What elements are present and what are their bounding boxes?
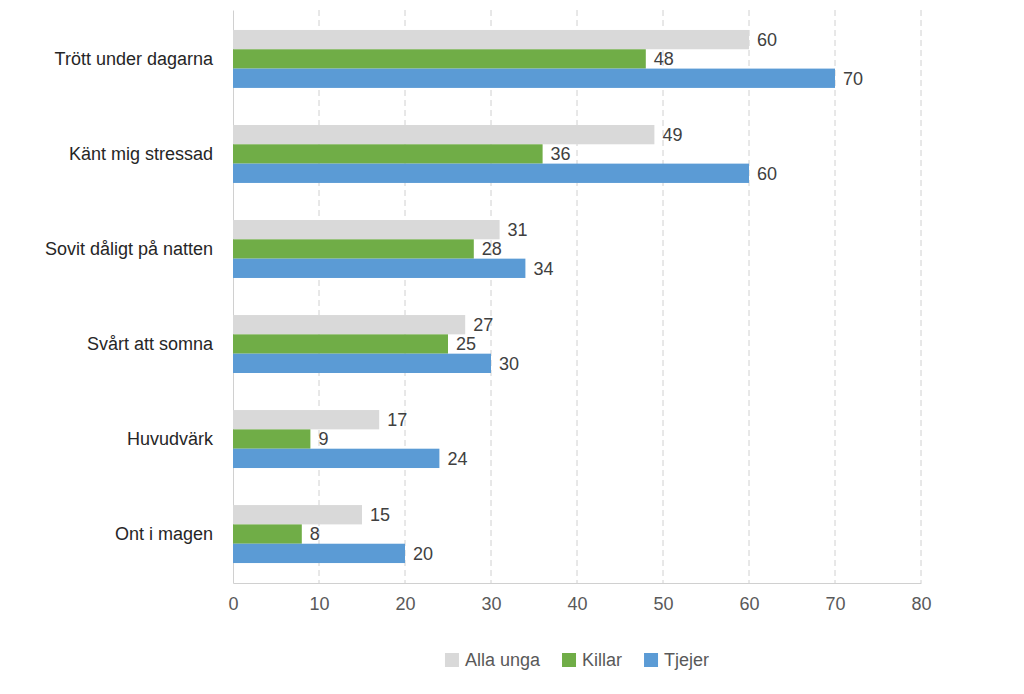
data-label: 49 — [662, 125, 682, 145]
x-axis: 0 10 20 30 40 50 60 70 80 — [228, 583, 931, 614]
category-label: Känt mig stressad — [69, 144, 213, 164]
bar — [233, 239, 474, 258]
bar — [233, 429, 310, 448]
legend-item: Tjejer — [644, 650, 709, 670]
data-label: 8 — [310, 524, 320, 544]
category-label: Trött under dagarna — [55, 49, 214, 69]
bar — [233, 410, 379, 429]
bar — [233, 315, 465, 334]
x-tick-label: 80 — [911, 594, 931, 614]
bar — [233, 524, 302, 543]
data-label: 17 — [387, 410, 407, 430]
x-tick: 40 — [567, 583, 587, 614]
x-tick-label: 70 — [825, 594, 845, 614]
data-label: 28 — [482, 239, 502, 259]
legend: Alla unga Killar Tjejer — [445, 650, 709, 670]
bar — [233, 144, 543, 163]
data-label: 24 — [447, 449, 467, 469]
data-label: 36 — [551, 144, 571, 164]
chart: 0 10 20 30 40 50 60 70 80 Trött under dagarna Känt… — [0, 0, 1024, 694]
bar — [233, 354, 491, 373]
bars — [233, 30, 835, 563]
data-label: 27 — [473, 315, 493, 335]
data-labels: 60 49 31 27 17 15 48 36 28 25 9 8 70 60 34 30 24 20 — [310, 30, 863, 564]
category-label: Ont i magen — [115, 524, 213, 544]
legend-swatch — [644, 653, 658, 667]
data-label: 70 — [843, 69, 863, 89]
data-label: 60 — [757, 30, 777, 50]
data-label: 31 — [508, 220, 528, 240]
bar — [233, 544, 405, 563]
y-tick: Trött under dagarna — [55, 49, 233, 69]
bar — [233, 259, 525, 278]
legend-swatch — [562, 653, 576, 667]
x-tick: 30 — [481, 583, 501, 614]
grid-line — [491, 10, 492, 583]
legend-swatch — [445, 653, 459, 667]
x-tick-label: 50 — [653, 594, 673, 614]
y-tick: Svårt att somna — [87, 334, 233, 354]
grid-line — [577, 10, 578, 583]
category-label: Sovit dåligt på natten — [45, 239, 213, 259]
bar — [233, 334, 448, 353]
grid — [319, 10, 921, 583]
y-tick: Huvudvärk — [127, 429, 233, 449]
y-axis: Trött under dagarna Känt mig stressad Sovi… — [45, 11, 234, 584]
bar — [233, 164, 749, 183]
x-tick: 50 — [653, 583, 673, 614]
x-tick: 0 — [228, 583, 238, 614]
x-tick: 20 — [395, 583, 415, 614]
grid-line — [405, 10, 406, 583]
x-tick-label: 40 — [567, 594, 587, 614]
bar — [233, 125, 654, 144]
grid-line — [835, 10, 836, 583]
grid-line — [749, 10, 750, 583]
data-label: 48 — [654, 49, 674, 69]
x-tick-label: 30 — [481, 594, 501, 614]
x-tick-label: 0 — [228, 594, 238, 614]
x-tick: 60 — [739, 583, 759, 614]
data-label: 9 — [318, 429, 328, 449]
y-tick: Känt mig stressad — [69, 144, 233, 164]
category-label: Svårt att somna — [87, 334, 214, 354]
data-label: 30 — [499, 354, 519, 374]
bar — [233, 220, 500, 239]
category-label: Huvudvärk — [127, 429, 214, 449]
data-label: 60 — [757, 164, 777, 184]
x-axis-line — [234, 583, 922, 584]
bar — [233, 69, 835, 88]
data-label: 25 — [456, 334, 476, 354]
y-tick: Ont i magen — [115, 524, 233, 544]
x-tick: 70 — [825, 583, 845, 614]
data-label: 15 — [370, 505, 390, 525]
bar — [233, 49, 646, 68]
grid-line — [319, 10, 320, 583]
legend-item: Killar — [562, 650, 622, 670]
bar — [233, 449, 439, 468]
legend-item: Alla unga — [445, 650, 541, 670]
grid-line — [663, 10, 664, 583]
bar — [233, 505, 362, 524]
data-label: 34 — [533, 259, 553, 279]
y-axis-line — [233, 11, 234, 584]
bar — [233, 30, 749, 49]
grid-line — [921, 10, 922, 583]
x-tick-label: 60 — [739, 594, 759, 614]
legend-label: Killar — [582, 650, 622, 670]
legend-label: Alla unga — [465, 650, 541, 670]
legend-label: Tjejer — [664, 650, 709, 670]
x-tick: 80 — [911, 583, 931, 614]
data-label: 20 — [413, 544, 433, 564]
y-tick: Sovit dåligt på natten — [45, 239, 233, 259]
x-tick: 10 — [309, 583, 329, 614]
x-tick-label: 10 — [309, 594, 329, 614]
x-tick-label: 20 — [395, 594, 415, 614]
